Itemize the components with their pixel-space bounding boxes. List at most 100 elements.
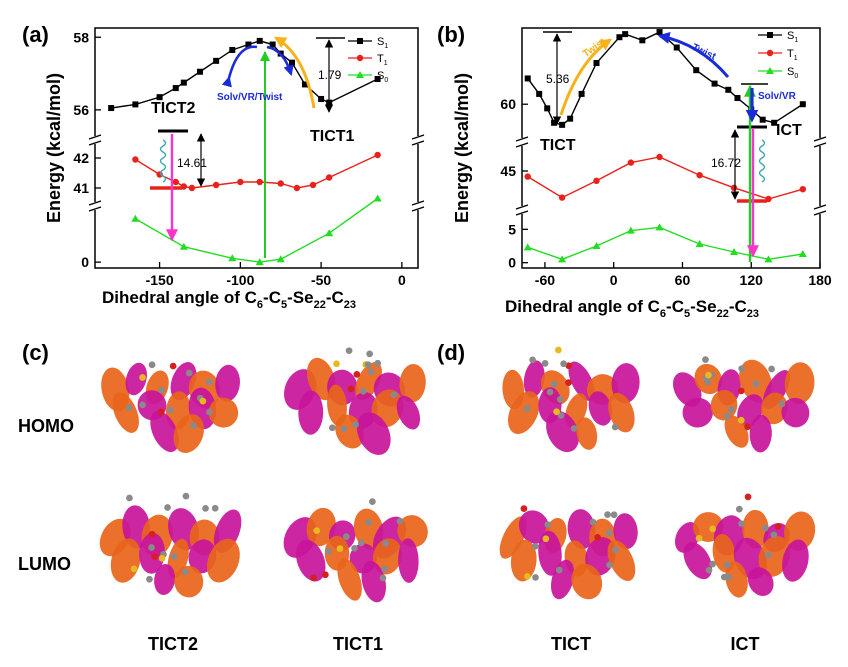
atom — [328, 424, 336, 432]
panel-b-xlabel: Dihedral angle of C6-C5-Se22-C23 — [505, 297, 759, 320]
atom — [205, 378, 213, 386]
atom — [770, 531, 778, 539]
atom — [560, 360, 567, 368]
atom — [744, 493, 752, 501]
ytick-label-a: 42 — [73, 150, 89, 166]
orbital-lobe — [112, 392, 139, 433]
point-s0-b — [695, 240, 704, 247]
atom — [167, 406, 174, 414]
ytick-label-b: 60 — [500, 96, 516, 112]
orbital-label-tict: TICT — [551, 634, 591, 654]
atom — [390, 391, 398, 399]
atom — [555, 346, 562, 354]
orbital-lobe — [724, 415, 749, 448]
point-s1-a — [374, 76, 381, 82]
orbital-lobe — [546, 410, 580, 453]
point-s0-a — [373, 194, 382, 202]
panel-b-label: (b) — [437, 22, 465, 47]
atom — [612, 546, 619, 554]
atom — [353, 370, 361, 378]
orbital-lobe — [523, 360, 545, 398]
xtick-label-b: 60 — [675, 272, 691, 288]
atom — [553, 408, 560, 416]
atom — [382, 540, 389, 547]
atom — [532, 574, 539, 581]
point-s1-b — [567, 115, 574, 122]
xtick-label-b: 180 — [808, 272, 832, 288]
label-b-twist1: Twist — [581, 36, 608, 60]
atom — [555, 566, 563, 574]
orbital-lobe — [361, 560, 387, 603]
axis-break-mark — [88, 134, 102, 140]
point-s1-b — [524, 75, 531, 82]
atom — [705, 371, 712, 379]
point-t1-a — [325, 174, 333, 181]
atom — [523, 405, 531, 413]
label-b-twist2: Twist — [690, 42, 718, 63]
panel-c-label: (c) — [22, 340, 49, 365]
point-t1-a — [293, 184, 301, 192]
atom — [202, 505, 209, 512]
axis-break-a — [90, 202, 100, 210]
point-s0-b — [655, 223, 664, 231]
panel-a-annotations: TICT2 TICT1 1.79 14.61 Solv/VR/Twist — [150, 36, 355, 258]
atom — [565, 379, 572, 386]
point-s1-a — [196, 68, 203, 75]
atom — [169, 362, 177, 370]
orbital-lobe — [588, 391, 613, 426]
row-label-lumo: LUMO — [18, 554, 71, 574]
atom — [199, 397, 207, 405]
atom — [139, 401, 146, 409]
point-s0-a — [228, 254, 237, 262]
orbital-lobe — [356, 412, 391, 455]
point-s0-b — [523, 243, 532, 251]
atom — [351, 544, 358, 552]
panel-a-frame — [94, 27, 419, 269]
atom — [342, 533, 350, 540]
atom — [158, 555, 166, 562]
atom — [520, 505, 528, 512]
point-t1-a — [180, 183, 188, 190]
point-s1-b — [593, 59, 600, 66]
atom — [347, 385, 355, 393]
orbital-lobe — [747, 567, 774, 596]
atom — [126, 494, 133, 502]
point-t1-a — [188, 184, 196, 192]
point-s0-a — [325, 229, 334, 237]
orbital-lobe — [749, 414, 772, 453]
panel-a: (a) 56 58 41 42 0 -150 -100 -50 0 Energy (kcal/m… — [22, 22, 425, 311]
atom — [738, 365, 746, 372]
orbital-lumo-4 — [674, 493, 816, 598]
axis-break-mark — [515, 136, 529, 142]
gap-b-1: 5.36 — [546, 72, 570, 86]
point-s1-b — [616, 34, 623, 41]
axis-break-mark — [515, 204, 529, 210]
atom — [738, 520, 745, 528]
atom — [359, 387, 367, 395]
atom — [158, 386, 165, 394]
atom — [605, 529, 613, 537]
atom — [379, 574, 387, 582]
point-t1-a — [172, 178, 179, 186]
point-s0-a — [131, 214, 140, 222]
axis-break-b — [517, 138, 527, 146]
atom — [529, 356, 536, 364]
orbital-lobe — [782, 539, 809, 582]
orbital-lumo-3 — [499, 505, 638, 600]
atom — [735, 505, 743, 513]
atom — [611, 423, 619, 431]
atom — [589, 518, 597, 526]
axis-break-mark — [515, 210, 529, 216]
xtick-label-a: -50 — [311, 272, 331, 288]
atom — [695, 534, 703, 542]
orbital-lobe — [399, 363, 426, 403]
atom — [345, 347, 353, 355]
atom — [333, 360, 340, 368]
point-t1-a — [256, 178, 263, 186]
orbital-lobe — [725, 561, 748, 598]
point-s0-b — [626, 226, 635, 234]
orbital-lobe — [327, 384, 347, 426]
orbital-lobe — [576, 417, 598, 450]
point-s1-a — [132, 101, 139, 108]
axis-break-mark — [411, 206, 425, 212]
